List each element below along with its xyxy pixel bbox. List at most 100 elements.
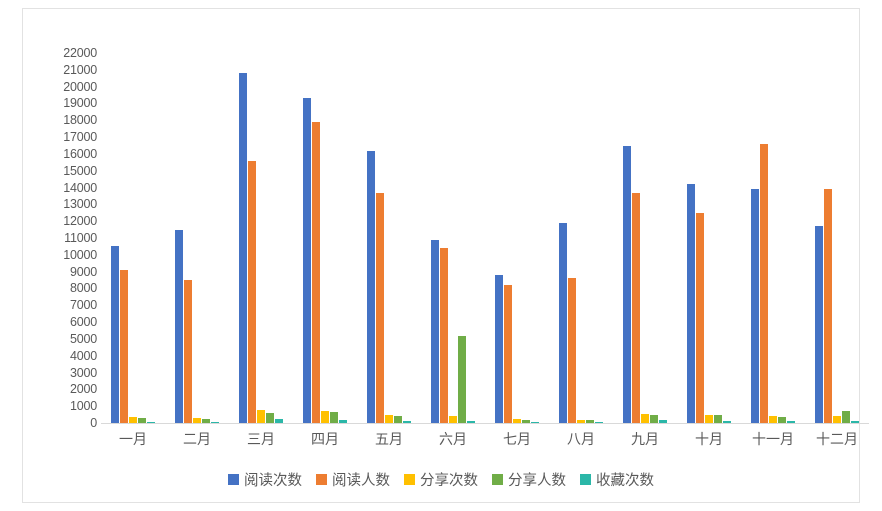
y-axis-tick: 13000 [63, 197, 97, 212]
bar[interactable] [577, 419, 585, 423]
bar[interactable] [266, 412, 274, 423]
y-axis-tick: 17000 [63, 130, 97, 145]
bar[interactable] [696, 212, 704, 423]
bar[interactable] [211, 421, 219, 423]
bar[interactable] [714, 415, 722, 423]
bar[interactable] [202, 418, 210, 423]
x-axis-label: 二月 [183, 431, 211, 447]
bar[interactable] [147, 421, 155, 423]
bar[interactable] [833, 416, 841, 423]
bar[interactable] [184, 280, 192, 423]
bar[interactable] [824, 189, 832, 423]
plot-area: 一月 二月 三月 四月 五月 六月 七月 八月 九月 十月 十一月 十二月 [101, 53, 869, 447]
legend-label: 阅读次数 [244, 473, 302, 489]
bar[interactable] [568, 278, 576, 423]
y-axis-tick: 14000 [63, 180, 97, 195]
x-axis-label: 九月 [631, 431, 659, 447]
bar-group-bars [613, 53, 677, 423]
bar[interactable] [303, 98, 311, 423]
y-axis-tick: 5000 [69, 331, 97, 346]
y-axis-tick: 21000 [63, 62, 97, 77]
bar-group-bars [485, 53, 549, 423]
bar[interactable] [586, 419, 594, 423]
bar[interactable] [650, 414, 658, 423]
bar[interactable] [376, 192, 384, 423]
bar[interactable] [138, 417, 146, 423]
legend-item[interactable]: 分享人数 [492, 469, 566, 490]
bar[interactable] [385, 415, 393, 423]
bar[interactable] [339, 419, 347, 423]
bar[interactable] [440, 248, 448, 423]
bar[interactable] [513, 419, 521, 423]
bar[interactable] [851, 420, 859, 423]
bar-group: 一月 [101, 53, 165, 447]
bar[interactable] [193, 417, 201, 423]
bar[interactable] [787, 421, 795, 423]
legend-item[interactable]: 收藏次数 [580, 469, 654, 490]
y-axis-tick: 19000 [63, 96, 97, 111]
y-axis-tick: 3000 [69, 365, 97, 380]
bar[interactable] [641, 413, 649, 423]
x-axis-label: 五月 [375, 431, 403, 447]
bar[interactable] [248, 160, 256, 423]
bar[interactable] [705, 414, 713, 423]
x-axis-label: 七月 [503, 431, 531, 447]
bar[interactable] [458, 335, 466, 423]
bar-group-bars [741, 53, 805, 423]
bar[interactable] [769, 415, 777, 423]
bar[interactable] [257, 409, 265, 423]
bar[interactable] [531, 422, 539, 423]
bar[interactable] [778, 416, 786, 423]
bar-group: 七月 [485, 53, 549, 447]
legend-item[interactable]: 分享次数 [404, 469, 478, 490]
bar-group: 十一月 [741, 53, 805, 447]
bar[interactable] [632, 192, 640, 423]
y-axis-tick: 4000 [69, 348, 97, 363]
bar[interactable] [495, 275, 503, 423]
bar[interactable] [760, 143, 768, 423]
bar[interactable] [394, 416, 402, 423]
bar-group-bars [421, 53, 485, 423]
bar-group: 十二月 [805, 53, 869, 447]
bar-group-bars [549, 53, 613, 423]
bar[interactable] [751, 189, 759, 423]
bar[interactable] [403, 420, 411, 423]
bar[interactable] [367, 150, 375, 423]
legend-item[interactable]: 阅读次数 [228, 469, 302, 490]
bar[interactable] [522, 419, 530, 423]
bar-group-bars [229, 53, 293, 423]
bar[interactable] [842, 410, 850, 423]
y-axis-tick: 7000 [69, 298, 97, 313]
bar[interactable] [687, 184, 695, 423]
category-axis-line [101, 423, 869, 424]
bar[interactable] [111, 246, 119, 423]
y-axis-tick: 0 [90, 416, 97, 430]
bar[interactable] [467, 421, 475, 423]
bar[interactable] [129, 417, 137, 423]
bar[interactable] [239, 73, 247, 423]
y-axis: 0 1000 2000 3000 4000 5000 6000 7000 8000 9000 100… [47, 46, 97, 430]
bar[interactable] [275, 419, 283, 423]
bar-group: 八月 [549, 53, 613, 447]
bar[interactable] [559, 222, 567, 423]
bar[interactable] [723, 420, 731, 423]
bar[interactable] [175, 229, 183, 423]
legend-swatch-icon [228, 474, 239, 485]
bar[interactable] [312, 121, 320, 423]
bar[interactable] [659, 420, 667, 423]
bar-group-bars [805, 53, 869, 423]
legend-swatch-icon [580, 474, 591, 485]
bar[interactable] [449, 415, 457, 423]
bar[interactable] [431, 239, 439, 423]
legend-item[interactable]: 阅读人数 [316, 469, 390, 490]
bar-group-bars [101, 53, 165, 423]
bar[interactable] [321, 411, 329, 423]
bar[interactable] [815, 226, 823, 423]
bar[interactable] [504, 285, 512, 423]
bar[interactable] [623, 145, 631, 423]
bar[interactable] [120, 269, 128, 423]
legend-label: 分享人数 [508, 473, 566, 489]
bar[interactable] [330, 412, 338, 423]
y-axis-tick: 2000 [69, 382, 97, 397]
bar[interactable] [595, 422, 603, 423]
